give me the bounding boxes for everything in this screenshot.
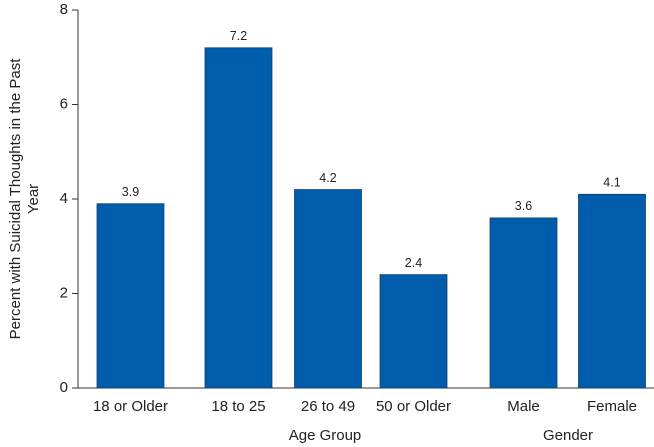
bar [379,274,448,389]
y-tick-label: 6 [60,95,68,112]
y-axis-label: Percent with Suicidal Thoughts in the Pa… [7,58,42,340]
x-tick-label: 50 or Older [376,398,451,415]
value-label: 3.6 [515,199,532,213]
bar [489,217,558,389]
value-label: 4.2 [319,171,336,185]
group-label: Age Group [289,427,362,444]
value-label: 3.9 [122,185,139,199]
value-label: 4.1 [603,176,620,190]
value-label: 2.4 [405,256,422,270]
y-tick-label: 4 [60,190,68,207]
value-label: 7.2 [230,29,247,43]
x-tick-label: Female [587,398,637,415]
bar [294,189,362,389]
bar [96,203,165,389]
y-tick-label: 8 [60,1,68,18]
x-tick-label: 18 to 25 [211,398,265,415]
bar [204,47,273,389]
x-tick-label: 26 to 49 [301,398,355,415]
y-tick-label: 2 [60,284,68,301]
group-label: Gender [543,427,593,444]
y-tick-label: 0 [60,379,68,396]
x-tick-label: Male [507,398,540,415]
bar [578,193,646,389]
x-tick-label: 18 or Older [93,398,168,415]
